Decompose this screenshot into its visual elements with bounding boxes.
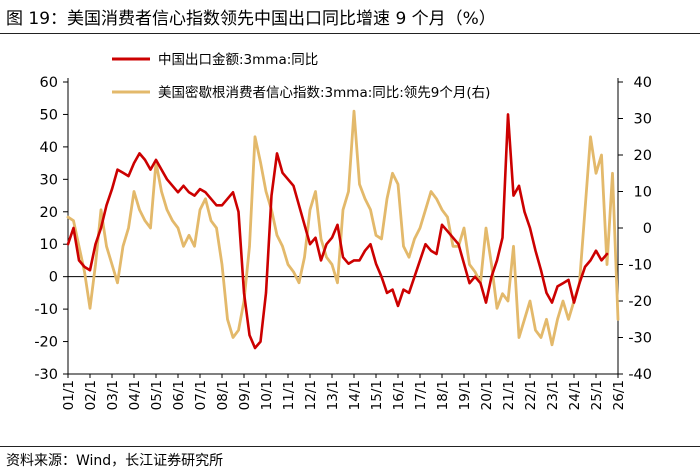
x-tick-label: 11/1 bbox=[281, 380, 297, 410]
y-left-tick-label: -20 bbox=[34, 335, 58, 351]
chart-title: 图 19：美国消费者信心指数领先中国出口同比增速 9 个月（%） bbox=[6, 9, 496, 29]
x-tick-label: 17/1 bbox=[413, 380, 429, 410]
x-tick-label: 02/1 bbox=[83, 380, 99, 410]
y-left-tick-label: 30 bbox=[40, 172, 58, 188]
x-tick-label: 01/1 bbox=[61, 380, 77, 410]
x-tick-label: 18/1 bbox=[435, 380, 451, 410]
x-tick-label: 09/1 bbox=[237, 380, 253, 410]
y-right-tick-label: 0 bbox=[643, 221, 652, 237]
series-us-confidence bbox=[66, 109, 620, 347]
y-left-tick-label: -10 bbox=[34, 302, 58, 318]
x-tick-label: 23/1 bbox=[545, 380, 561, 410]
y-left-tick-label: 10 bbox=[40, 237, 58, 253]
y-left-tick-label: 40 bbox=[40, 140, 58, 156]
x-tick-label: 10/1 bbox=[259, 380, 275, 410]
y-left-tick-label: 60 bbox=[40, 75, 58, 91]
y-right-tick-label: 10 bbox=[634, 185, 652, 201]
x-tick-label: 25/1 bbox=[589, 380, 605, 410]
x-tick-label: 19/1 bbox=[457, 380, 473, 410]
y-left-tick-label: 0 bbox=[49, 270, 58, 286]
legend-label-us-confidence: 美国密歇根消费者信心指数:3mma:同比:领先9个月(右) bbox=[158, 84, 490, 101]
x-tick-label: 14/1 bbox=[347, 380, 363, 410]
x-tick-label: 21/1 bbox=[501, 380, 517, 410]
x-tick-label: 06/1 bbox=[171, 380, 187, 410]
y-left-tick-label: 50 bbox=[40, 107, 58, 123]
title-divider bbox=[0, 33, 700, 34]
legend: 中国出口金额:3mma:同比 美国密歇根消费者信心指数:3mma:同比:领先9个… bbox=[112, 52, 490, 101]
y-right-tick-label: 30 bbox=[634, 112, 652, 128]
series-china-exports bbox=[66, 113, 609, 350]
axes: -30 -20 -10 0 10 20 30 40 50 60 -40 -30 -20 -10 0 10 20 3… bbox=[34, 75, 652, 410]
x-tick-label: 07/1 bbox=[193, 380, 209, 410]
x-tick-label: 05/1 bbox=[149, 380, 165, 410]
y-right-tick-label: -10 bbox=[628, 258, 652, 274]
source-note: 资料来源：Wind，长江证券研究所 bbox=[6, 453, 224, 469]
y-right-tick-label: -30 bbox=[628, 331, 652, 347]
line-chart: 中国出口金额:3mma:同比 美国密歇根消费者信心指数:3mma:同比:领先9个… bbox=[34, 52, 652, 410]
y-right-tick-label: 40 bbox=[634, 75, 652, 91]
y-right-tick-label: -20 bbox=[628, 294, 652, 310]
x-tick-label: 12/1 bbox=[303, 380, 319, 410]
x-tick-label: 24/1 bbox=[567, 380, 583, 410]
legend-label-china-exports: 中国出口金额:3mma:同比 bbox=[158, 52, 318, 68]
x-tick-label: 15/1 bbox=[369, 380, 385, 410]
footer-divider bbox=[0, 446, 700, 447]
y-right-tick-label: 20 bbox=[634, 148, 652, 164]
x-tick-label: 26/1 bbox=[611, 380, 627, 410]
x-tick-label: 20/1 bbox=[479, 380, 495, 410]
y-left-tick-label: 20 bbox=[40, 205, 58, 221]
x-tick-label: 22/1 bbox=[523, 380, 539, 410]
y-left-tick-label: -30 bbox=[34, 367, 58, 383]
x-tick-label: 08/1 bbox=[215, 380, 231, 410]
y-right-tick-label: -40 bbox=[628, 367, 652, 383]
x-tick-label: 16/1 bbox=[391, 380, 407, 410]
x-tick-label: 03/1 bbox=[105, 380, 121, 410]
x-tick-label: 13/1 bbox=[325, 380, 341, 410]
series-layer bbox=[66, 109, 620, 350]
x-tick-label: 04/1 bbox=[127, 380, 143, 410]
